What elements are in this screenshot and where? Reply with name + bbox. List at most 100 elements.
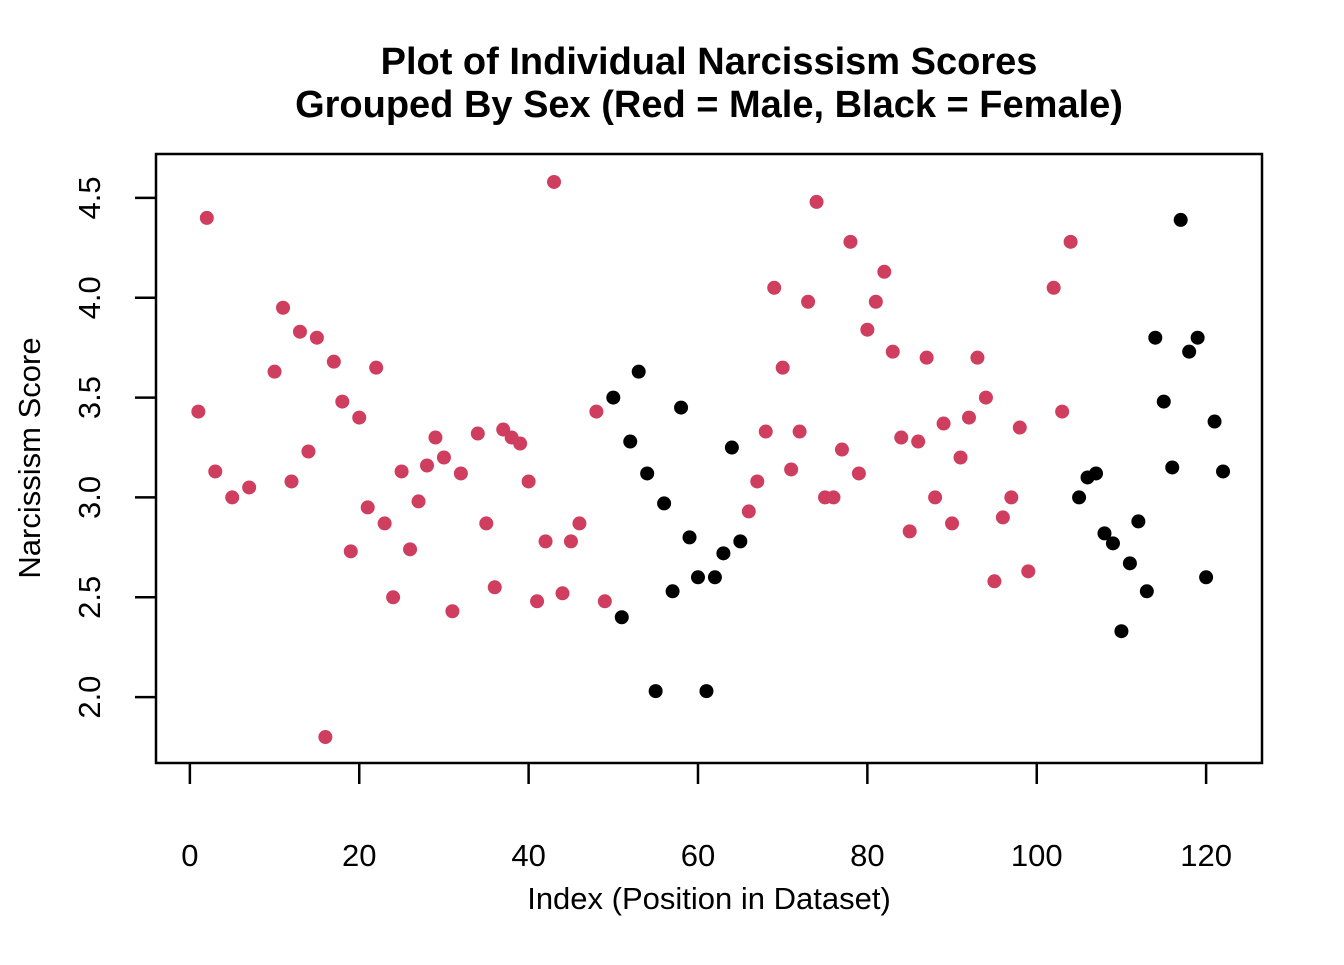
data-point-male	[860, 322, 875, 337]
data-point-male	[276, 300, 291, 315]
data-point-male	[877, 264, 892, 279]
x-tick-label: 80	[850, 838, 884, 873]
data-point-male	[995, 510, 1010, 525]
data-point-male	[530, 594, 545, 609]
data-point-male	[538, 534, 553, 549]
data-point-male	[470, 426, 485, 441]
data-point-female	[640, 466, 655, 481]
data-point-male	[445, 604, 460, 619]
data-point-male	[225, 490, 240, 505]
data-point-male	[945, 516, 960, 531]
data-point-male	[199, 210, 214, 225]
data-point-male	[741, 504, 756, 519]
data-point-female	[1173, 212, 1188, 227]
data-point-male	[902, 524, 917, 539]
data-point-male	[1012, 420, 1027, 435]
data-point-female	[665, 584, 680, 599]
data-point-male	[326, 354, 341, 369]
data-point-male	[386, 590, 401, 605]
data-point-male	[589, 404, 604, 419]
x-tick-label: 120	[1180, 838, 1232, 873]
data-point-male	[394, 464, 409, 479]
data-point-male	[352, 410, 367, 425]
data-point-male	[784, 462, 799, 477]
data-point-female	[1131, 514, 1146, 529]
data-point-male	[928, 490, 943, 505]
data-point-male	[403, 542, 418, 557]
data-point-male	[953, 450, 968, 465]
data-point-male	[597, 594, 612, 609]
data-point-female	[1122, 556, 1137, 571]
data-point-male	[487, 580, 502, 595]
data-point-male	[1004, 490, 1019, 505]
data-point-male	[547, 174, 562, 189]
data-point-male	[309, 330, 324, 345]
data-point-male	[987, 574, 1002, 589]
data-point-female	[707, 570, 722, 585]
data-point-male	[335, 394, 350, 409]
y-tick-label: 2.5	[72, 576, 107, 619]
data-point-female	[1182, 344, 1197, 359]
x-tick-label: 60	[681, 838, 715, 873]
data-point-male	[513, 436, 528, 451]
y-tick-label: 4.0	[72, 276, 107, 319]
data-point-male	[936, 416, 951, 431]
data-point-male	[801, 294, 816, 309]
data-point-female	[1089, 466, 1104, 481]
data-point-male	[369, 360, 384, 375]
data-point-male	[843, 234, 858, 249]
data-point-female	[1207, 414, 1222, 429]
data-point-male	[868, 294, 883, 309]
data-point-female	[606, 390, 621, 405]
plot-border	[154, 152, 1264, 765]
data-point-female	[623, 434, 638, 449]
data-point-male	[453, 466, 468, 481]
data-point-female	[1199, 570, 1214, 585]
data-point-male	[767, 280, 782, 295]
data-point-male	[284, 474, 299, 489]
data-point-male	[919, 350, 934, 365]
x-axis: 0 20 40 60 80 100 120	[181, 763, 1232, 873]
data-point-male	[1046, 280, 1061, 295]
y-tick-label: 2.0	[72, 676, 107, 719]
data-point-female	[1139, 584, 1154, 599]
data-point-female	[657, 496, 672, 511]
data-point-female	[733, 534, 748, 549]
chart-title: Plot of Individual Narcissism Scores	[381, 41, 1038, 83]
data-point-male	[267, 364, 282, 379]
y-tick-label: 3.5	[72, 376, 107, 419]
data-point-male	[360, 500, 375, 515]
data-point-male	[191, 404, 206, 419]
data-point-male	[894, 430, 909, 445]
data-point-male	[563, 534, 578, 549]
data-point-female	[682, 530, 697, 545]
data-point-male	[411, 494, 426, 509]
data-point-male	[419, 458, 434, 473]
data-point-male	[436, 450, 451, 465]
data-point-female	[1156, 394, 1171, 409]
chart-subtitle: Grouped By Sex (Red = Male, Black = Fema…	[295, 84, 1123, 126]
x-axis-label: Index (Position in Dataset)	[527, 881, 891, 916]
data-point-female	[716, 546, 731, 561]
data-point-male	[292, 324, 307, 339]
data-point-male	[377, 516, 392, 531]
data-point-male	[851, 466, 866, 481]
y-tick-label: 3.0	[72, 476, 107, 519]
data-point-male	[750, 474, 765, 489]
data-point-female	[674, 400, 689, 415]
data-point-male	[1063, 234, 1078, 249]
data-point-female	[1072, 490, 1087, 505]
x-tick-label: 40	[511, 838, 545, 873]
data-point-male	[885, 344, 900, 359]
data-point-female	[1105, 536, 1120, 551]
data-point-male	[555, 586, 570, 601]
data-point-male	[318, 730, 333, 745]
x-tick-label: 0	[181, 838, 198, 873]
data-point-female	[690, 570, 705, 585]
data-point-female	[1114, 624, 1129, 639]
x-tick-label: 20	[342, 838, 376, 873]
data-point-male	[1021, 564, 1036, 579]
x-tick-label: 100	[1011, 838, 1063, 873]
data-point-male	[970, 350, 985, 365]
